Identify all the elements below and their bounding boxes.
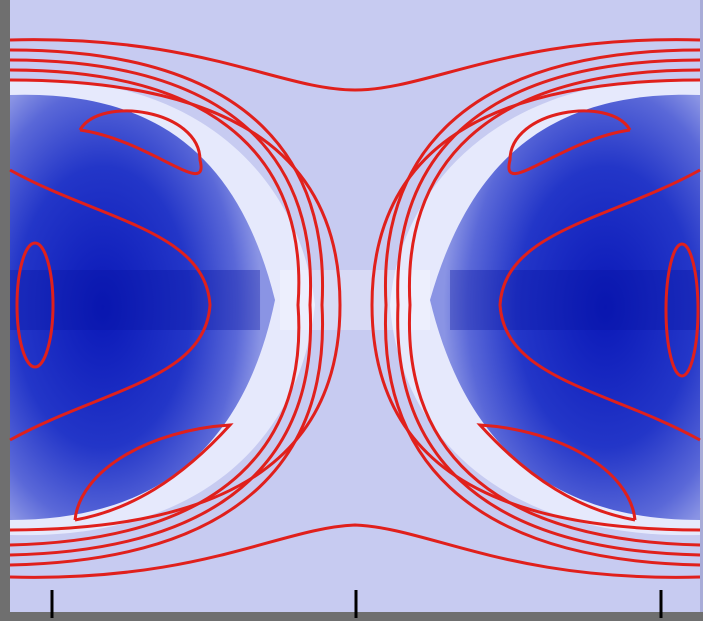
contour: [383, 48, 701, 567]
contour: [9, 48, 325, 567]
contour: [9, 168, 212, 442]
ticks: [50, 590, 663, 618]
contour: [9, 38, 701, 92]
core-left: [10, 270, 260, 330]
contours: [9, 38, 701, 579]
contour: [476, 423, 637, 522]
contour: [9, 68, 301, 547]
contour: [78, 109, 203, 176]
contour: [507, 109, 632, 176]
contour: [9, 523, 701, 579]
contour: [407, 68, 701, 547]
contour: [73, 423, 234, 522]
contour: [396, 58, 701, 557]
core-right: [450, 270, 700, 330]
contour: [370, 78, 701, 532]
center-band: [280, 270, 430, 330]
contour: [9, 58, 313, 557]
contour: [664, 242, 700, 378]
contour: [498, 168, 701, 442]
bottom-frame: [0, 612, 703, 621]
contour: [9, 78, 342, 532]
contour: [15, 241, 55, 369]
right-frame: [700, 0, 703, 612]
left-frame: [0, 0, 10, 621]
